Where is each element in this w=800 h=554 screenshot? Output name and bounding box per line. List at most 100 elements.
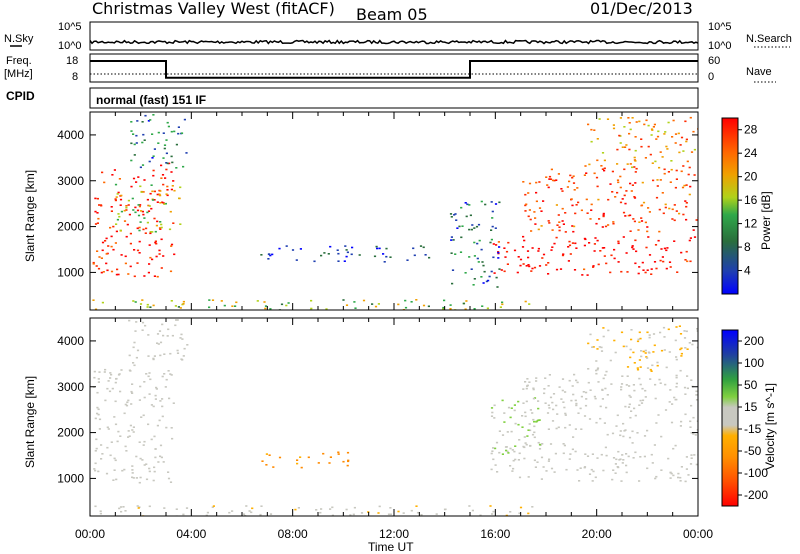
range-cell (521, 426, 524, 428)
range-cell (285, 304, 288, 307)
scatter-region-2 (114, 183, 182, 233)
range-cell (106, 446, 109, 449)
range-cell (162, 183, 165, 186)
range-cell (151, 258, 154, 261)
range-cell (96, 406, 99, 409)
range-cell (105, 237, 108, 240)
range-cell (141, 459, 144, 461)
range-cell (695, 394, 698, 396)
range-cell (553, 179, 556, 182)
range-cell (94, 308, 98, 310)
range-cell (573, 269, 577, 271)
range-cell (571, 225, 574, 227)
range-cell (133, 249, 136, 251)
range-cell (136, 227, 139, 230)
range-cell (495, 276, 498, 279)
range-cell (128, 213, 131, 216)
range-cell (646, 357, 649, 359)
range-cell (129, 232, 132, 235)
range-cell (475, 225, 479, 228)
range-cell (656, 135, 660, 138)
range-cell (171, 161, 174, 164)
range-cell (650, 370, 653, 372)
range-cell (656, 364, 659, 367)
range-cell (675, 386, 678, 388)
range-cell (590, 468, 593, 471)
range-cell (669, 181, 672, 183)
range-cell (141, 321, 145, 324)
range-cell (537, 250, 540, 252)
range-cell (345, 508, 348, 511)
range-cell (97, 413, 100, 416)
range-cell (587, 381, 590, 384)
range-cell (548, 222, 551, 224)
range-cell (524, 442, 527, 444)
range-cell (130, 403, 133, 405)
range-cell (555, 179, 558, 181)
range-cell (640, 350, 643, 352)
range-cell (629, 348, 632, 351)
range-cell (170, 245, 173, 247)
range-cell (619, 142, 622, 144)
range-cell (507, 241, 510, 244)
range-cell (159, 190, 162, 192)
range-cell (601, 398, 604, 400)
range-cell (133, 341, 136, 344)
range-cell (94, 210, 97, 213)
range-cell (639, 456, 642, 458)
range-cell (92, 261, 95, 264)
range-cell (554, 452, 557, 455)
velocity-panel-frame (89, 317, 699, 517)
scatter-region-7 (522, 167, 698, 233)
range-cell (420, 514, 423, 516)
range-cell (569, 453, 572, 455)
range-cell (636, 340, 640, 343)
range-cell (163, 507, 166, 509)
range-cell (634, 451, 637, 454)
range-cell (689, 426, 692, 428)
range-cell (632, 248, 635, 250)
range-cell (160, 223, 163, 226)
range-cell (655, 422, 658, 424)
range-cell (528, 303, 531, 305)
range-cell (636, 432, 639, 434)
range-cell (265, 464, 268, 466)
range-cell (503, 412, 506, 414)
cpid-label: CPID (6, 89, 35, 103)
range-cell (653, 344, 656, 347)
range-cell (92, 263, 95, 265)
range-cell (670, 472, 673, 475)
range-cell (175, 143, 178, 146)
range-cell (576, 381, 579, 384)
range-cell (147, 204, 150, 207)
range-cell (646, 429, 649, 432)
range-cell (162, 255, 165, 257)
range-cell (127, 199, 130, 202)
range-cell (169, 352, 172, 355)
range-cell (605, 406, 608, 409)
range-cell (501, 434, 505, 436)
range-cell (568, 458, 571, 460)
range-cell (110, 441, 113, 443)
range-cell (329, 508, 332, 510)
range-cell (631, 430, 634, 433)
range-cell (673, 204, 676, 206)
range-cell (114, 199, 117, 202)
range-cell (494, 447, 497, 450)
range-cell (558, 386, 561, 388)
range-cell (156, 424, 159, 427)
scatter-region-2 (128, 319, 189, 375)
range-cell (147, 120, 150, 122)
range-cell (586, 212, 589, 214)
range-cell (627, 455, 630, 458)
range-cell (620, 480, 623, 482)
range-cell (624, 146, 627, 148)
range-cell (494, 203, 498, 205)
range-cell (570, 198, 573, 200)
range-cell (143, 139, 146, 141)
range-cell (691, 343, 694, 346)
range-cell (692, 433, 695, 435)
range-cell (547, 186, 550, 189)
range-cell (145, 227, 148, 230)
